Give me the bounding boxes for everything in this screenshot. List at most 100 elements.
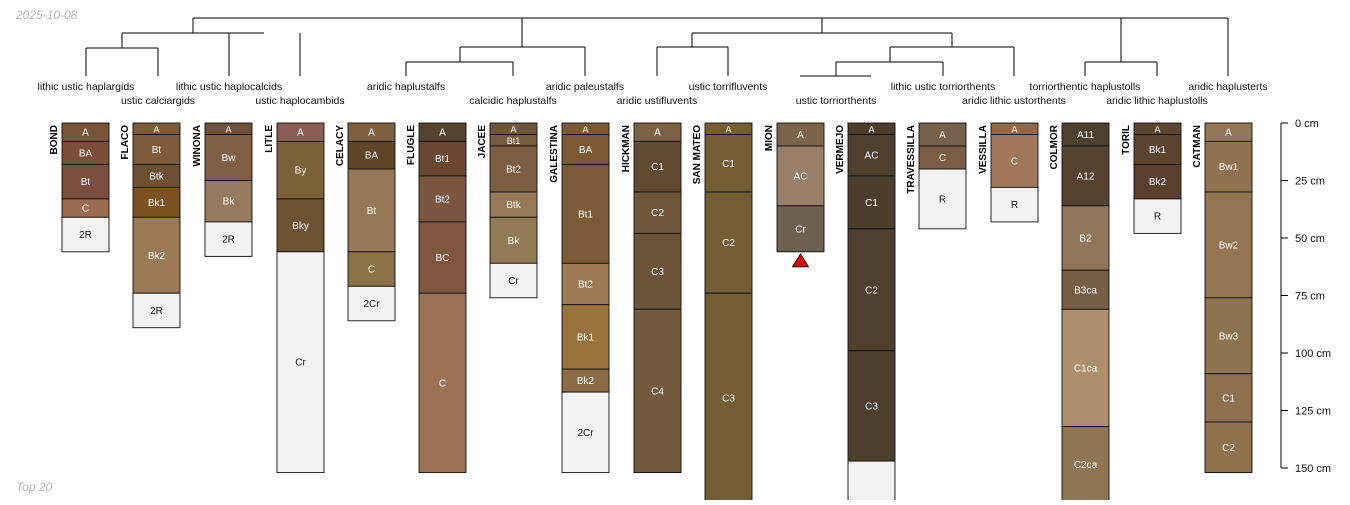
horizon-label: A [654,128,661,139]
soil-profile: HICKMAN A C1 C2 C3 C4 [621,122,682,474]
horizon-label: Bk1 [1149,145,1167,156]
depth-tick-label: 50 cm [1295,233,1325,245]
horizon [1133,198,1182,234]
horizon-label: A [868,124,874,134]
horizon [918,168,967,230]
horizon-label: A [510,124,516,134]
profile-name: HICKMAN [621,125,632,172]
horizon [489,216,538,264]
horizon-label: B2 [1079,234,1092,245]
taxon-label: aridic haplusterts [1188,81,1267,93]
horizon [704,191,753,294]
horizon-label: C3 [722,393,735,404]
horizon-label: By [295,166,307,177]
horizon [1204,297,1253,375]
horizon [847,228,896,352]
depth-tick-label: 100 cm [1295,348,1331,360]
horizon-label: C [439,378,446,389]
horizon-label: A [368,128,375,139]
horizon [276,198,325,253]
depth-tick-label: 25 cm [1295,176,1325,188]
horizon-label: C2 [722,238,735,249]
profile-name: CATMAN [1192,125,1203,168]
soil-profile: SAN MATEO A C1 C2 C3 [692,122,753,503]
horizon [561,262,610,306]
horizon-label: R [939,194,946,205]
horizon [633,140,682,193]
horizon [1061,426,1110,503]
horizon [1204,421,1253,474]
profile-name: TORIL [1121,125,1132,155]
horizon [1061,269,1110,310]
horizon-label: C2 [651,208,664,219]
depth-tick-label: 150 cm [1295,463,1331,475]
taxon-label: lithic ustic torriorthents [891,81,995,93]
horizon [276,251,325,474]
horizon [132,186,181,218]
soil-profile: LITLE A By Bky Cr [264,122,325,474]
horizon-label: Bw [222,153,237,164]
horizon-label: C2 [1222,443,1235,454]
horizon [418,292,467,474]
horizon [347,285,396,322]
taxon-label: torriorthentic haplustolls [1030,81,1141,93]
horizon-label: A [225,124,231,134]
horizon [61,216,110,253]
profile-name: BOND [49,125,60,154]
horizon-label: C4 [651,386,664,397]
horizon-label: 2Cr [363,299,380,310]
footer-note: Top 20 [16,480,53,494]
horizon [347,168,396,253]
horizon-label: Cr [295,358,306,369]
horizon-label: C [1011,156,1018,167]
taxon-label: aridic ustifluvents [617,95,698,107]
horizon [561,391,610,474]
horizon [847,350,896,462]
profile-name: VESSILLA [978,125,989,174]
horizon [990,186,1039,223]
profile-name: VERMEJO [835,125,846,174]
taxon-label: calcidic haplustalfs [469,95,557,107]
horizon-label: Bt1 [435,154,450,165]
horizon-label: Cr [795,224,806,235]
profile-name: LITLE [264,125,275,153]
horizon-label: Bk2 [577,376,595,387]
depth-tick-label: 75 cm [1295,291,1325,303]
horizon-label: Btk [149,171,164,182]
taxon-label: ustic calciargids [121,95,195,107]
horizon-label: Bt1 [507,136,521,146]
horizon-label: A [1154,124,1160,134]
taxon-label: aridic haplustalfs [367,81,445,93]
horizon [561,134,610,165]
horizon-label: Bk2 [1149,177,1167,188]
horizon-label: A [725,124,731,134]
taxon-label: ustic haplocambids [255,95,344,107]
horizon-label: Btk [506,200,521,211]
horizon-label: C3 [865,401,878,412]
taxon-label: ustic torrifluvents [689,81,768,93]
horizon-label: Bt2 [435,194,450,205]
soil-profile: MION A AC Cr [764,122,825,268]
horizon [1133,134,1182,165]
horizon-label: Bt2 [506,165,521,176]
soil-profile: FLUGLE A Bt1 Bt2 BC C [406,122,467,474]
profile-name: TRAVESSILLA [906,125,917,194]
horizon-label: C2ca [1074,460,1098,471]
horizon [204,180,253,223]
profile-name: CELACY [335,125,346,166]
horizon-label: C [939,153,946,164]
taxon-label: ustic torriorthents [796,95,877,107]
horizon-label: Bk1 [577,332,595,343]
horizon-label: Bw2 [1219,240,1239,251]
horizon-label: C3 [651,267,664,278]
horizon-label: BA [79,148,93,159]
soil-profile: COLMOR A11 A12 B2 B3ca C1ca C2ca [1049,122,1110,503]
soil-profile: CATMAN A Bw1 Bw2 Bw3 C1 C2 [1192,122,1253,474]
horizon-label: A [939,130,946,141]
profile-name: WINONA [192,125,203,167]
soil-profile: CELACY A BA Bt C 2Cr [335,122,396,322]
horizon [847,460,896,503]
horizon [847,134,896,177]
horizon [1133,163,1182,200]
